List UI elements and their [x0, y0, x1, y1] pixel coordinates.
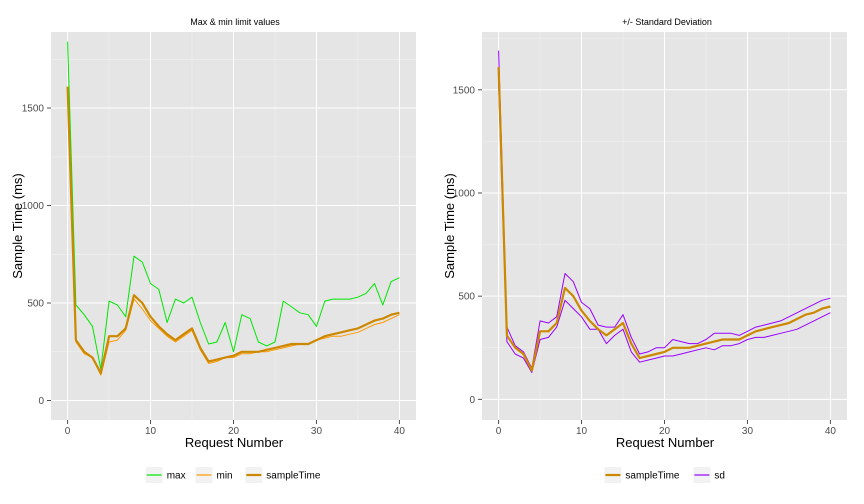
series-line-sd-upper [498, 50, 831, 369]
x-tick-label: 0 [496, 426, 502, 437]
series-line-max [67, 41, 400, 370]
legend: max min sampleTime [145, 467, 321, 483]
y-axis-title: Sample Time (ms) [10, 173, 25, 278]
x-tick-label: 10 [576, 426, 588, 437]
x-axis-title: Request Number [185, 435, 284, 450]
x-tick-label: 20 [228, 426, 240, 437]
y-tick-label: 500 [458, 292, 475, 303]
x-tick-label: 10 [145, 426, 157, 437]
legend-label-sd: sd [714, 471, 725, 482]
y-axis-title: Sample Time (ms) [442, 173, 457, 278]
y-tick-label: 0 [38, 396, 44, 407]
legend-label-min: min [217, 471, 233, 482]
series-line-min [67, 88, 400, 376]
series-lines [66, 41, 400, 376]
panel-title: +/- Standard Deviation [622, 17, 712, 27]
series-line-sd-lower [498, 83, 831, 373]
legend-label-sampletime: sampleTime [266, 471, 321, 482]
panel-title: Max & min limit values [190, 17, 280, 27]
y-tick-label: 500 [27, 299, 44, 310]
gridlines [51, 32, 416, 420]
series-line-sampletime [66, 86, 400, 375]
x-tick-label: 20 [659, 426, 671, 437]
axis-ticks: 0 10 20 30 40 0 500 1000 1500 [22, 104, 406, 437]
x-tick-label: 40 [394, 426, 406, 437]
series-line-sampletime [497, 67, 831, 372]
panel-std-dev: +/- Standard Deviation 0 10 20 30 40 0 500 1000… [442, 17, 847, 483]
panel-max-min: Max & min limit values 0 10 20 30 40 0 500 1000… [10, 17, 416, 483]
y-tick-label: 1000 [22, 201, 45, 212]
legend-label-max: max [167, 471, 186, 482]
series-lines [497, 50, 831, 373]
y-tick-label: 1500 [22, 104, 45, 115]
x-axis-title: Request Number [616, 435, 715, 450]
x-tick-label: 30 [742, 426, 754, 437]
y-tick-label: 1500 [453, 85, 476, 96]
x-tick-label: 30 [311, 426, 323, 437]
axis-ticks: 0 10 20 30 40 0 500 1000 1500 [453, 85, 837, 437]
x-tick-label: 0 [65, 426, 71, 437]
x-tick-label: 40 [825, 426, 837, 437]
legend-label-sampletime: sampleTime [625, 471, 680, 482]
gridlines [482, 32, 847, 420]
legend: sampleTime sd [604, 467, 725, 483]
y-tick-label: 1000 [453, 188, 476, 199]
y-tick-label: 0 [469, 395, 475, 406]
